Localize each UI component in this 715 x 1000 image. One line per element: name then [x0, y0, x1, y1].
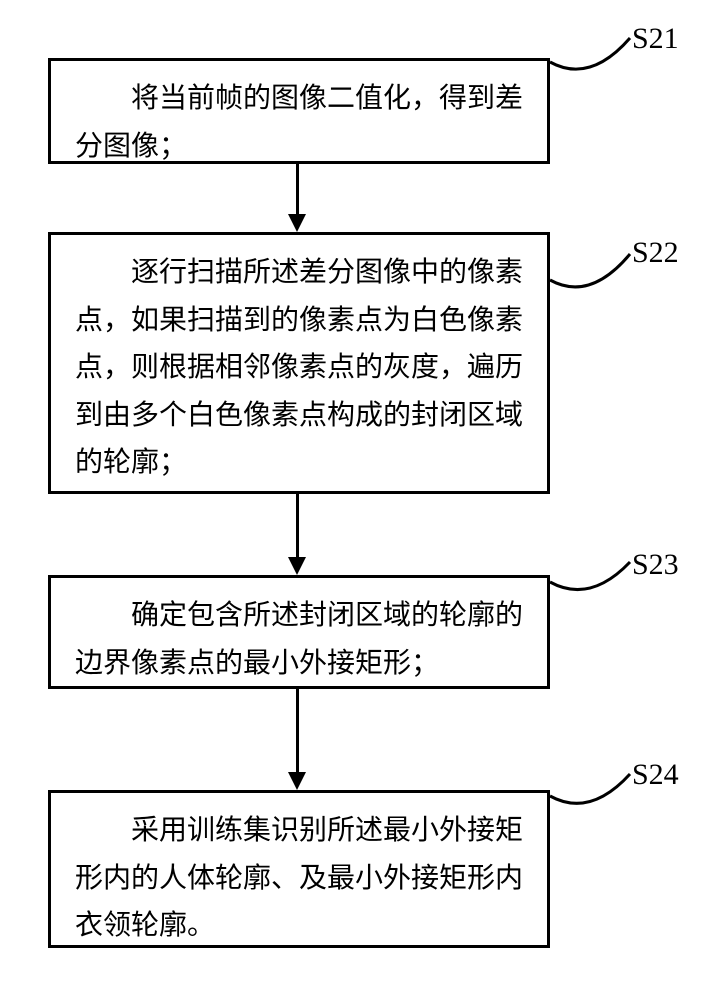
arrow-line-1: [296, 164, 299, 216]
connector-s21: [545, 33, 645, 97]
step-box-s23: 确定包含所述封闭区域的轮廓的边界像素点的最小外接矩形；: [48, 575, 550, 689]
arrow-line-3: [296, 689, 299, 774]
step-text: 确定包含所述封闭区域的轮廓的边界像素点的最小外接矩形；: [75, 592, 523, 687]
step-text: 采用训练集识别所述最小外接矩形内的人体轮廓、及最小外接矩形内衣领轮廓。: [75, 807, 523, 950]
connector-s23: [545, 557, 645, 617]
arrow-line-2: [296, 494, 299, 559]
step-box-s24: 采用训练集识别所述最小外接矩形内的人体轮廓、及最小外接矩形内衣领轮廓。: [48, 790, 550, 948]
arrow-head-icon: [288, 772, 306, 790]
step-box-s21: 将当前帧的图像二值化，得到差分图像；: [48, 58, 550, 164]
step-text: 逐行扫描所述差分图像中的像素点，如果扫描到的像素点为白色像素点，则根据相邻像素点…: [75, 249, 523, 487]
arrow-head-icon: [288, 557, 306, 575]
arrow-head-icon: [288, 214, 306, 232]
step-text: 将当前帧的图像二值化，得到差分图像；: [75, 75, 523, 170]
connector-s22: [545, 249, 645, 315]
connector-s24: [545, 769, 645, 831]
step-box-s22: 逐行扫描所述差分图像中的像素点，如果扫描到的像素点为白色像素点，则根据相邻像素点…: [48, 232, 550, 494]
